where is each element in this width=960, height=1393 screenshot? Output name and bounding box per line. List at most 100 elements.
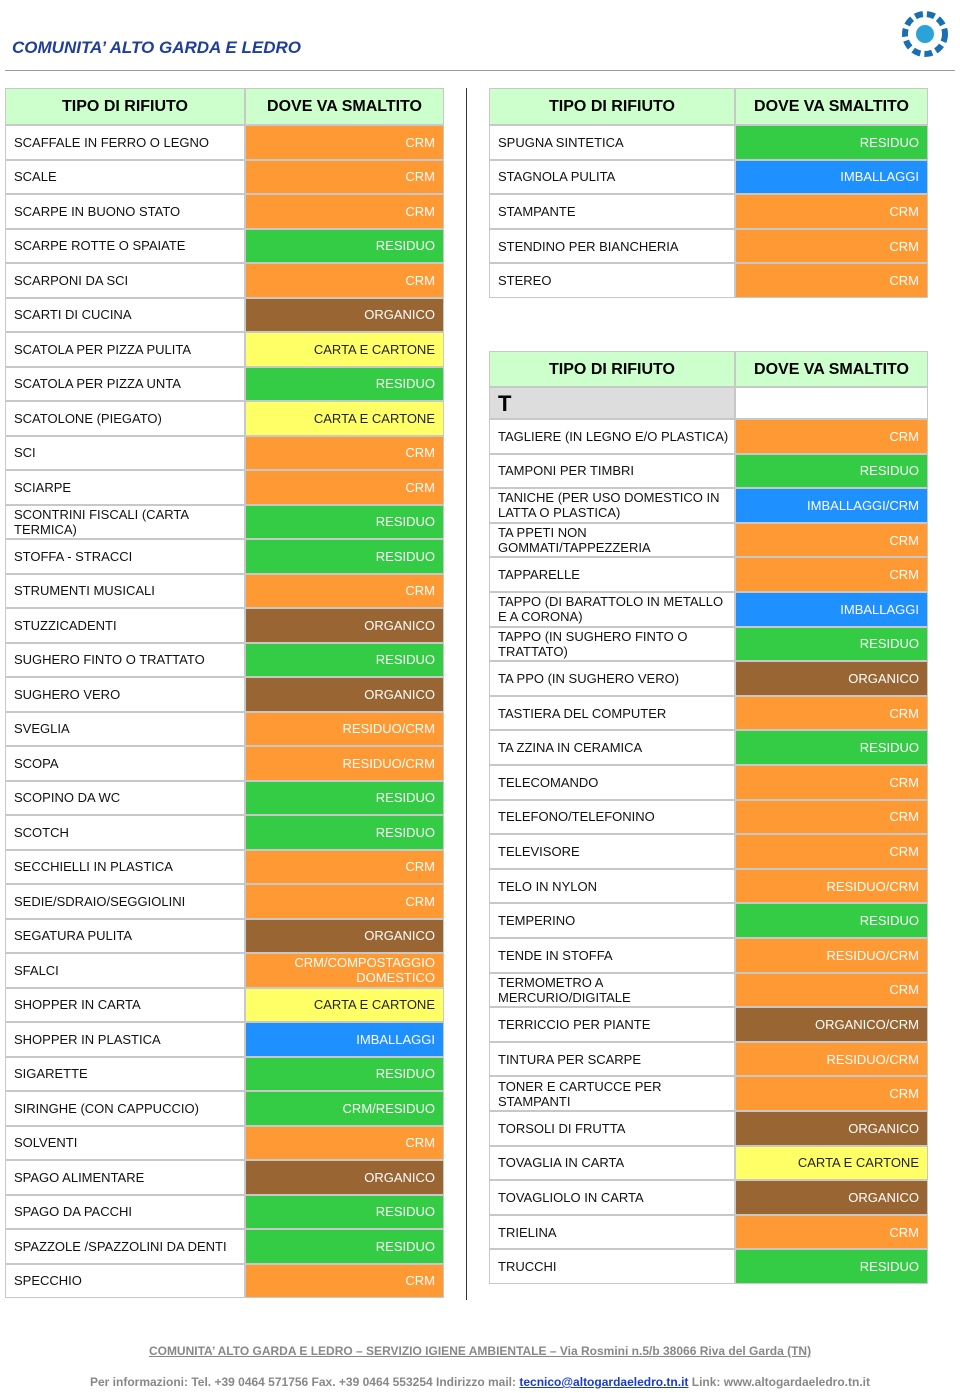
header-rule bbox=[5, 70, 955, 71]
email[interactable]: tecnico@altogardaeledro.tn.it bbox=[519, 1375, 689, 1389]
bin: CRM bbox=[735, 557, 928, 592]
item: SCI bbox=[5, 435, 245, 470]
title: COMUNITA’ ALTO GARDA E LEDRO bbox=[12, 38, 301, 57]
bin: ORGANICO bbox=[245, 918, 444, 953]
column-header: DOVE VA SMALTITO bbox=[245, 88, 444, 125]
item: SCARPE IN BUONO STATO bbox=[5, 194, 245, 229]
bin: RESIDUO bbox=[735, 453, 928, 489]
bin: ORGANICO bbox=[735, 1180, 928, 1215]
bin: CRM/COMPOSTAGGIO DOMESTICO bbox=[245, 953, 444, 988]
bin: RESIDUO/CRM bbox=[245, 746, 444, 781]
column-header: DOVE VA SMALTITO bbox=[735, 351, 928, 387]
item: SCATOLA PER PIZZA PULITA bbox=[5, 332, 245, 367]
item: TORSOLI DI FRUTTA bbox=[489, 1111, 735, 1146]
bin: ORGANICO bbox=[245, 1160, 444, 1195]
bin: ORGANICO bbox=[245, 608, 444, 643]
item: SVEGLIA bbox=[5, 711, 245, 746]
bin: CRM bbox=[735, 695, 928, 731]
bin: ORGANICO bbox=[735, 661, 928, 696]
bin: RESIDUO/CRM bbox=[245, 711, 444, 746]
bin: CARTA E CARTONE bbox=[735, 1145, 928, 1181]
item: TERRICCIO PER PIANTE bbox=[489, 1007, 735, 1042]
item: SCIARPE bbox=[5, 470, 245, 505]
item: SPAGO DA PACCHI bbox=[5, 1194, 245, 1229]
item: STAMPANTE bbox=[489, 194, 735, 229]
bin: CRM bbox=[735, 228, 928, 264]
bin: ORGANICO/CRM bbox=[735, 1007, 928, 1042]
item: SEDIE/SDRAIO/SEGGIOLINI bbox=[5, 884, 245, 919]
item: TAMPONI PER TIMBRI bbox=[489, 453, 735, 489]
bin: RESIDUO bbox=[735, 903, 928, 938]
item: TINTURA PER SCARPE bbox=[489, 1041, 735, 1077]
item: SCARPE ROTTE O SPAIATE bbox=[5, 228, 245, 263]
item: STOFFA - STRACCI bbox=[5, 539, 245, 574]
item: SHOPPER IN CARTA bbox=[5, 987, 245, 1022]
item: STAGNOLA PULITA bbox=[489, 159, 735, 195]
bin: CARTA E CARTONE bbox=[245, 401, 444, 436]
footer-info: Per informazioni: Tel. +39 0464 571756 F… bbox=[0, 1375, 960, 1389]
item: SEGATURA PULITA bbox=[5, 918, 245, 953]
column-header: TIPO DI RIFIUTO bbox=[489, 351, 735, 387]
bin: CRM bbox=[245, 435, 444, 470]
bin: CRM bbox=[735, 799, 928, 835]
bin: CRM bbox=[245, 125, 444, 160]
logo bbox=[902, 11, 948, 57]
item: TA PPO (IN SUGHERO VERO) bbox=[489, 661, 735, 696]
item: STRUMENTI MUSICALI bbox=[5, 573, 245, 608]
bin: CRM bbox=[245, 194, 444, 229]
bin: CRM bbox=[245, 573, 444, 608]
bin: RESIDUO bbox=[245, 642, 444, 677]
bin: CRM bbox=[735, 194, 928, 229]
item: SCATOLONE (PIEGATO) bbox=[5, 401, 245, 436]
bin: RESIDUO bbox=[245, 504, 444, 539]
item: TAPPO (DI BARATTOLO IN METALLO E A CORON… bbox=[489, 592, 735, 627]
bin: CRM bbox=[245, 1125, 444, 1160]
item: TOVAGLIOLO IN CARTA bbox=[489, 1180, 735, 1215]
item: SCATOLA PER PIZZA UNTA bbox=[5, 366, 245, 401]
item: SIRINGHE (CON CAPPUCCIO) bbox=[5, 1091, 245, 1126]
bin: RESIDUO bbox=[245, 1056, 444, 1091]
item: SPECCHIO bbox=[5, 1263, 245, 1298]
item: SECCHIELLI IN PLASTICA bbox=[5, 849, 245, 884]
bin: IMBALLAGGI bbox=[735, 159, 928, 195]
item: TA PPETI NON GOMMATI/TAPPEZZERIA bbox=[489, 522, 735, 558]
item: SCOPA bbox=[5, 746, 245, 781]
bin: RESIDUO bbox=[245, 1229, 444, 1264]
bin: CRM bbox=[245, 884, 444, 919]
column-header: DOVE VA SMALTITO bbox=[735, 88, 928, 125]
item: SCARTI DI CUCINA bbox=[5, 297, 245, 332]
bin: CRM bbox=[245, 263, 444, 298]
bin: CRM bbox=[735, 765, 928, 800]
bin: CRM bbox=[245, 849, 444, 884]
bin: ORGANICO bbox=[245, 677, 444, 712]
item: STENDINO PER BIANCHERIA bbox=[489, 228, 735, 264]
letter-blank bbox=[735, 387, 928, 419]
link[interactable]: Link: www.altogardaeledro.tn.it bbox=[691, 1375, 870, 1389]
bin: ORGANICO bbox=[245, 297, 444, 332]
bin: IMBALLAGGI/CRM bbox=[735, 488, 928, 523]
footer-line: COMUNITA’ ALTO GARDA E LEDRO – SERVIZIO … bbox=[148, 1344, 812, 1358]
bin: RESIDUO bbox=[245, 1194, 444, 1229]
item: STEREO bbox=[489, 263, 735, 298]
letter: T bbox=[489, 387, 735, 419]
bin: ORGANICO bbox=[735, 1111, 928, 1146]
item: STUZZICADENTI bbox=[5, 608, 245, 643]
item: SUGHERO VERO bbox=[5, 677, 245, 712]
bin: CRM bbox=[735, 263, 928, 298]
bin: RESIDUO bbox=[245, 815, 444, 850]
bin: CARTA E CARTONE bbox=[245, 332, 444, 367]
item: TONER E CARTUCCE PER STAMPANTI bbox=[489, 1076, 735, 1111]
bin: IMBALLAGGI bbox=[735, 592, 928, 627]
item: SPAZZOLE /SPAZZOLINI DA DENTI bbox=[5, 1229, 245, 1264]
bin: CRM bbox=[735, 1214, 928, 1250]
item: SUGHERO FINTO O TRATTATO bbox=[5, 642, 245, 677]
column-header: TIPO DI RIFIUTO bbox=[5, 88, 245, 125]
bin: CRM bbox=[735, 419, 928, 454]
column-header: TIPO DI RIFIUTO bbox=[489, 88, 735, 125]
item: SFALCI bbox=[5, 953, 245, 988]
bin: RESIDUO bbox=[735, 1249, 928, 1284]
item: SCOTCH bbox=[5, 815, 245, 850]
bin: RESIDUO bbox=[245, 780, 444, 815]
item: SCOPINO DA WC bbox=[5, 780, 245, 815]
